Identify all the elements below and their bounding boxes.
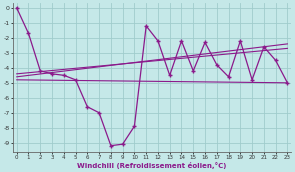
X-axis label: Windchill (Refroidissement éolien,°C): Windchill (Refroidissement éolien,°C) xyxy=(77,162,227,169)
